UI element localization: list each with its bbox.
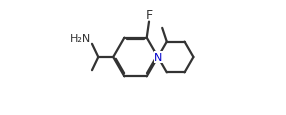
Text: F: F bbox=[146, 9, 152, 22]
Text: N: N bbox=[154, 53, 163, 62]
Text: H₂N: H₂N bbox=[69, 34, 91, 44]
